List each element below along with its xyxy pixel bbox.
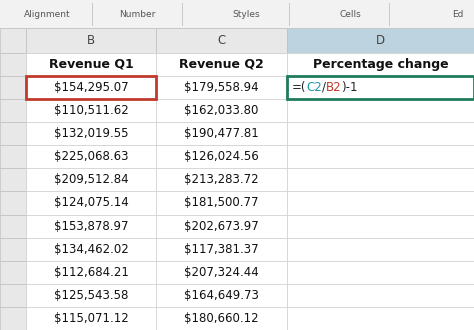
Bar [0, 191, 26, 214]
Text: $209,512.84: $209,512.84 [54, 173, 128, 186]
Bar [26, 76, 156, 99]
Text: $207,324.44: $207,324.44 [184, 266, 259, 279]
Bar [287, 76, 474, 99]
Bar [287, 99, 474, 122]
Text: $154,295.07: $154,295.07 [54, 81, 128, 94]
Bar [156, 53, 287, 76]
Bar [0, 76, 26, 99]
Text: $132,019.55: $132,019.55 [54, 127, 128, 140]
Text: Number: Number [119, 10, 155, 18]
Text: Ed: Ed [452, 10, 463, 18]
Bar [287, 307, 474, 330]
Bar [287, 76, 474, 99]
Bar [287, 122, 474, 145]
Bar [0, 0, 474, 28]
Text: $190,477.81: $190,477.81 [184, 127, 259, 140]
Bar [156, 145, 287, 168]
Bar [287, 191, 474, 214]
Text: $181,500.77: $181,500.77 [184, 196, 259, 210]
Bar [0, 145, 26, 168]
Text: $225,068.63: $225,068.63 [54, 150, 128, 163]
Bar [156, 191, 287, 214]
Bar [26, 261, 156, 284]
Bar [156, 261, 287, 284]
Bar [156, 284, 287, 307]
Text: $124,075.14: $124,075.14 [54, 196, 128, 210]
Text: B: B [87, 34, 95, 47]
Bar [156, 214, 287, 238]
Bar [0, 284, 26, 307]
Bar [26, 145, 156, 168]
Text: $117,381.37: $117,381.37 [184, 243, 259, 256]
Text: $164,649.73: $164,649.73 [184, 289, 259, 302]
Bar [0, 261, 26, 284]
Bar [0, 214, 26, 238]
Bar [156, 238, 287, 261]
Bar [287, 261, 474, 284]
Bar [156, 168, 287, 191]
Bar [287, 284, 474, 307]
Bar [0, 122, 26, 145]
Bar [156, 99, 287, 122]
Text: $162,033.80: $162,033.80 [184, 104, 259, 117]
Text: $110,511.62: $110,511.62 [54, 104, 128, 117]
Bar [287, 145, 474, 168]
Bar [26, 53, 156, 76]
Text: $179,558.94: $179,558.94 [184, 81, 259, 94]
Text: C: C [218, 34, 226, 47]
Bar [156, 122, 287, 145]
Text: Styles: Styles [233, 10, 260, 18]
Text: $180,660.12: $180,660.12 [184, 312, 259, 325]
Text: D: D [376, 34, 385, 47]
Bar [0, 307, 26, 330]
Bar [156, 28, 287, 53]
Bar [26, 76, 156, 99]
Bar [26, 238, 156, 261]
Text: $126,024.56: $126,024.56 [184, 150, 259, 163]
Bar [26, 284, 156, 307]
Bar [287, 214, 474, 238]
Bar [287, 53, 474, 76]
Bar [0, 168, 26, 191]
Text: $213,283.72: $213,283.72 [184, 173, 259, 186]
Bar [287, 238, 474, 261]
Bar [287, 28, 474, 53]
Text: Revenue Q2: Revenue Q2 [179, 58, 264, 71]
Bar [0, 99, 26, 122]
Bar [0, 238, 26, 261]
Bar [26, 122, 156, 145]
Text: $112,684.21: $112,684.21 [54, 266, 128, 279]
Text: =(: =( [292, 81, 306, 94]
Text: /: / [322, 81, 326, 94]
Bar [0, 28, 26, 53]
Text: B2: B2 [326, 81, 341, 94]
Bar [156, 307, 287, 330]
Text: C2: C2 [306, 81, 322, 94]
Bar [0, 53, 26, 76]
Bar [287, 168, 474, 191]
Text: Alignment: Alignment [24, 10, 71, 18]
Bar [26, 191, 156, 214]
Bar [156, 76, 287, 99]
Bar [26, 307, 156, 330]
Bar [26, 214, 156, 238]
Text: $134,462.02: $134,462.02 [54, 243, 128, 256]
Text: $115,071.12: $115,071.12 [54, 312, 128, 325]
Text: Revenue Q1: Revenue Q1 [49, 58, 134, 71]
Bar [26, 99, 156, 122]
Text: Percentage change: Percentage change [312, 58, 448, 71]
Text: $125,543.58: $125,543.58 [54, 289, 128, 302]
Text: $153,878.97: $153,878.97 [54, 219, 128, 233]
Text: $202,673.97: $202,673.97 [184, 219, 259, 233]
Text: Cells: Cells [340, 10, 362, 18]
Bar [26, 168, 156, 191]
Text: )-1: )-1 [341, 81, 358, 94]
Bar [26, 28, 156, 53]
